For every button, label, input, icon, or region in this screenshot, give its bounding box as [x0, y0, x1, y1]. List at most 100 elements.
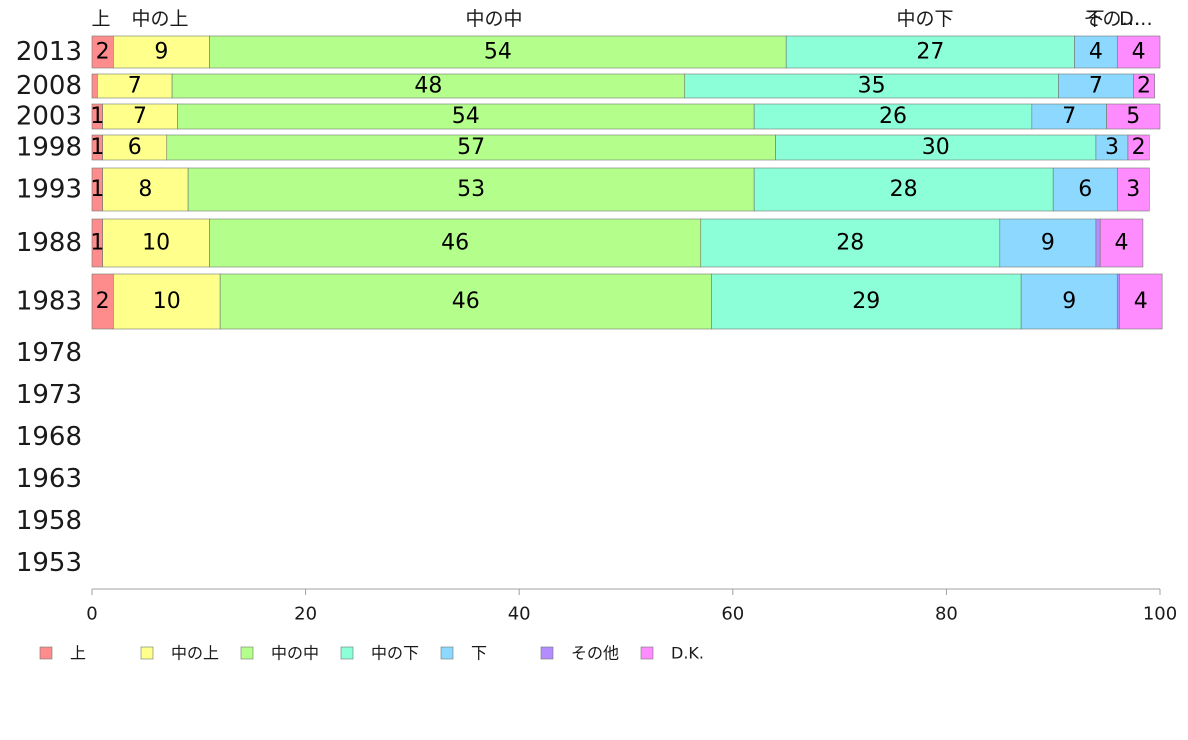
data-label-2013-1: 9: [154, 40, 168, 65]
bar-segment-2003-4: [1031, 103, 1107, 130]
bar-segment-2008-2: [171, 73, 686, 99]
year-label-1978: 1978: [16, 338, 82, 368]
data-label-1998-3: 30: [922, 135, 950, 160]
top-category-label-4: 下: [1085, 8, 1104, 30]
data-label-1988-4: 9: [1041, 231, 1055, 256]
year-label-1968: 1968: [16, 422, 82, 452]
bar-segment-2003-3: [753, 103, 1033, 130]
data-label-1983-6: 4: [1134, 289, 1148, 314]
bar-segment-1993-4: [1052, 167, 1118, 212]
data-label-1983-0: 2: [96, 289, 110, 314]
data-label-2003-1: 7: [133, 104, 147, 129]
legend-swatch-6: [640, 646, 654, 660]
top-category-label-1: 中の上: [131, 8, 188, 30]
bar-segment-2008-6: [1133, 73, 1155, 99]
data-label-1983-4: 9: [1062, 289, 1076, 314]
top-category-labels: 上中の上 中の中 中の下 下その…D…: [91, 8, 1152, 30]
data-label-1988-1: 10: [142, 231, 170, 256]
data-label-2008-3: 35: [858, 74, 886, 99]
data-label-2003-2: 54: [452, 104, 480, 129]
bar-segment-1988-5: [1095, 218, 1101, 268]
legend-swatch-0: [39, 646, 53, 660]
data-label-2013-6: 4: [1132, 40, 1146, 65]
bar-segment-2008-3: [684, 73, 1059, 99]
legend-label-4: 下: [471, 644, 487, 663]
x-tick-label-0: 0: [86, 604, 97, 625]
top-category-label-2: 中の中: [465, 8, 522, 30]
data-label-2003-6: 5: [1126, 104, 1140, 129]
data-label-1998-2: 57: [457, 135, 485, 160]
year-label-2013: 2013: [16, 37, 82, 67]
data-label-1998-4: 3: [1105, 135, 1119, 160]
bar-segment-2008-0: [91, 73, 98, 99]
data-label-2003-4: 7: [1062, 104, 1076, 129]
bar-segment-1993-6: [1116, 167, 1150, 212]
legend-swatch-2: [240, 646, 254, 660]
bar-segment-1983-5: [1116, 273, 1120, 330]
data-label-2003-3: 26: [879, 104, 907, 129]
year-label-1973: 1973: [16, 380, 82, 410]
x-tick-label-80: 80: [935, 604, 958, 625]
legend-swatch-3: [340, 646, 354, 660]
data-label-1993-2: 53: [457, 177, 485, 202]
data-label-1988-0: 1: [90, 231, 104, 256]
x-tick-label-20: 20: [294, 604, 317, 625]
x-tick-label-100: 100: [1143, 604, 1177, 625]
bar-segment-2013-3: [785, 35, 1075, 69]
bar-segment-1998-3: [775, 134, 1097, 161]
year-label-1988: 1988: [16, 228, 82, 258]
data-label-1993-6: 3: [1126, 177, 1140, 202]
data-label-1993-1: 8: [138, 177, 152, 202]
bar-segment-1993-1: [102, 167, 189, 212]
year-label-1983: 1983: [16, 287, 82, 317]
legend-label-2: 中の中: [271, 644, 319, 663]
data-label-1988-2: 46: [441, 231, 469, 256]
data-label-2003-0: 1: [90, 104, 104, 129]
data-label-2008-1: 7: [128, 74, 142, 99]
bar-segment-1983-3: [711, 273, 1022, 330]
data-label-2013-4: 4: [1089, 40, 1103, 65]
legend-label-6: D.K.: [671, 644, 704, 663]
data-label-1993-4: 6: [1078, 177, 1092, 202]
data-label-2013-3: 27: [916, 40, 944, 65]
bar-segment-1988-6: [1099, 218, 1144, 268]
year-label-1953: 1953: [16, 548, 82, 578]
bar-segment-1998-2: [166, 134, 776, 161]
bar-segment-2008-4: [1058, 73, 1134, 99]
data-label-2008-4: 7: [1089, 74, 1103, 99]
bar-segment-1993-2: [187, 167, 755, 212]
year-label-1998: 1998: [16, 133, 82, 163]
data-label-1983-3: 29: [852, 289, 880, 314]
bars-layer: 2 9 54 27 4 47 48 35 7 21 7 54 26 7 51 6 57 30 3 21 8 53 28 6 31…: [90, 35, 1163, 330]
year-label-1958: 1958: [16, 506, 82, 536]
data-label-1998-6: 2: [1132, 135, 1146, 160]
bar-segment-2008-1: [97, 73, 173, 99]
data-label-1983-1: 10: [153, 289, 181, 314]
bar-segment-1998-4: [1095, 134, 1129, 161]
legend-label-5: その他: [571, 644, 619, 663]
bar-segment-1998-1: [102, 134, 168, 161]
bar-segment-2003-6: [1106, 103, 1161, 130]
bar-segment-2013-6: [1116, 35, 1161, 69]
year-label-1993: 1993: [16, 175, 82, 205]
bar-segment-1993-3: [753, 167, 1054, 212]
legend-swatch-1: [140, 646, 154, 660]
x-axis: 0 20 40 60 80 100: [86, 588, 1177, 625]
data-label-1983-2: 46: [452, 289, 480, 314]
x-tick-label-60: 60: [721, 604, 744, 625]
legend-swatch-5: [540, 646, 554, 660]
data-label-1998-1: 6: [128, 135, 142, 160]
bar-segment-2013-1: [113, 35, 210, 69]
legend-label-1: 中の上: [171, 644, 219, 663]
data-label-2008-6: 2: [1137, 74, 1151, 99]
legend-label-0: 上: [70, 644, 86, 663]
top-category-label-6: D…: [1119, 8, 1153, 30]
top-category-label-5: その…: [1083, 8, 1140, 30]
bar-segment-1998-6: [1127, 134, 1150, 161]
data-label-1993-3: 28: [890, 177, 918, 202]
year-label-1963: 1963: [16, 464, 82, 494]
bar-segment-1983-4: [1020, 273, 1118, 330]
